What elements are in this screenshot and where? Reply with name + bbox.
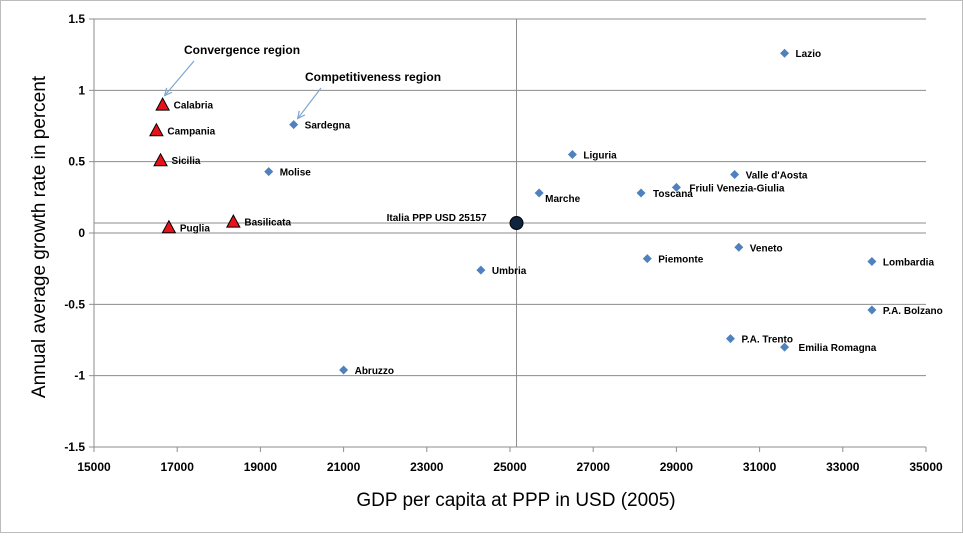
point-marker [780,342,790,352]
grid [94,18,926,377]
annotation-label: Convergence region [184,43,300,57]
point-label: Marche [545,194,580,205]
x-tick-label: 27000 [577,460,611,474]
annotations: Convergence region Competitiveness region [163,43,441,120]
x-tick-label: 19000 [244,460,278,474]
x-tick-label: 21000 [327,460,361,474]
point-marker [153,152,168,167]
point-label: Sardegna [305,121,351,132]
y-tick-label: 0 [78,226,85,240]
point-marker [264,167,274,177]
point-marker [289,120,299,130]
point-label: Puglia [180,223,210,234]
x-tick-label: 31000 [743,460,777,474]
x-tick-label: 23000 [410,460,444,474]
y-tick-label: -0.5 [64,297,85,311]
point-marker [476,265,486,275]
point-label: Liguria [583,151,617,162]
point-label: Umbria [492,266,527,277]
x-tick-label: 25000 [493,460,527,474]
point-marker [509,216,524,231]
y-tick-label: 1 [78,83,85,97]
point-label: Campania [167,126,215,137]
point-label: P.A. Bolzano [883,306,943,317]
point-label: Piemonte [658,255,703,266]
point-label: Lombardia [883,258,935,269]
point-marker [867,305,877,315]
point-marker [671,182,681,192]
annotation-arrow-line [164,60,195,96]
point-marker [725,334,735,344]
annotation-arrow-head [163,87,173,97]
y-tick-label: 1.5 [68,12,85,26]
y-tick-label: 0.5 [68,155,85,169]
y-axis-title: Annual average growth rate in percent [29,75,50,398]
point-marker [161,219,177,234]
x-tick-label: 15000 [77,460,111,474]
y-tick-label: -1.5 [64,440,85,454]
point-label: Italia PPP USD 25157 [387,213,487,224]
y-tick-label: -1 [74,369,85,383]
tick-labels: 1.5 1 0.5 0 -0.5 -1 -1.5 15000 17000 19000 21000 23… [64,12,943,474]
point-label: Lazio [796,49,822,60]
point-label: Friuli Venezia-Giulia [689,183,784,194]
point-label: Sicilia [172,156,201,167]
point-label: Molise [280,168,312,179]
point-marker [867,257,877,267]
point-label: Toscana [653,189,693,200]
point-label: Abruzzo [355,366,394,377]
point-label: Calabria [174,101,214,112]
point-marker [734,242,744,252]
point-marker [339,365,349,375]
point-marker [567,150,577,160]
point-label: Basilicata [244,218,291,229]
annotation-arrow-head [296,110,306,120]
x-tick-label: 17000 [161,460,195,474]
x-tick-label: 33000 [826,460,860,474]
annotation-arrow-line [297,87,322,119]
x-tick-label: 35000 [909,460,943,474]
axes [89,18,927,452]
point-marker [636,188,646,198]
data-points [149,48,877,375]
point-marker [149,122,164,137]
x-axis-title: GDP per capita at PPP in USD (2005) [356,490,675,511]
point-marker [780,48,790,58]
point-label: P.A. Trento [741,335,793,346]
point-marker [226,214,241,228]
point-labels: Calabria Campania Sicilia Puglia Basilicata L… [167,49,942,377]
point-label: Valle d'Aosta [746,171,808,182]
annotation-label: Competitiveness region [305,70,441,84]
point-marker [730,170,740,180]
point-label: Emilia Romagna [799,343,877,354]
point-marker [534,188,544,198]
point-marker [642,254,652,264]
x-tick-label: 29000 [660,460,694,474]
point-marker [155,97,170,111]
point-label: Veneto [750,243,783,254]
